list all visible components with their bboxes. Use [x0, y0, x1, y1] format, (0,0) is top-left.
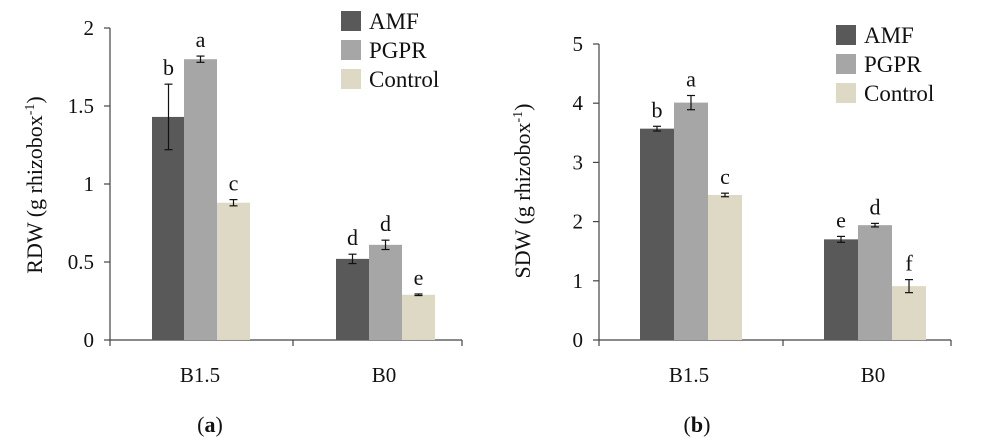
x-tick-label: B1.5 — [669, 363, 709, 387]
legend-label: Control — [864, 81, 934, 106]
bar — [708, 194, 742, 340]
y-tick-label: 0 — [573, 328, 584, 352]
legend-label: Control — [369, 67, 439, 92]
bar — [184, 59, 217, 340]
significance-letter: d — [870, 194, 881, 219]
bar — [217, 202, 250, 340]
significance-letter: e — [836, 207, 846, 232]
x-tick-label: B0 — [861, 363, 886, 387]
legend-label: AMF — [369, 9, 419, 34]
bar — [824, 239, 858, 340]
legend-label: PGPR — [864, 52, 922, 77]
y-tick-label: 0 — [84, 328, 95, 352]
significance-letter: d — [380, 211, 391, 236]
panel-label: (b) — [684, 412, 711, 437]
legend-label: PGPR — [369, 38, 427, 63]
bar — [402, 294, 435, 340]
y-tick-label: 1.5 — [68, 94, 94, 118]
x-tick-label: B0 — [372, 363, 397, 387]
y-axis-label: RDW (g rhizobox-1) — [22, 96, 47, 273]
panel-label: (a) — [197, 412, 223, 437]
significance-letter: d — [347, 225, 358, 250]
significance-letter: f — [905, 251, 913, 276]
y-tick-label: 1 — [84, 172, 95, 196]
y-tick-label: 2 — [84, 16, 95, 40]
bar — [892, 286, 926, 340]
y-tick-label: 4 — [573, 91, 584, 115]
legend-swatch — [836, 83, 856, 103]
bar — [858, 225, 892, 340]
bar — [152, 116, 185, 340]
bar — [640, 128, 674, 340]
legend-label: AMF — [864, 23, 914, 48]
y-tick-label: 0.5 — [68, 250, 94, 274]
bar — [336, 258, 369, 340]
significance-letter: c — [720, 164, 730, 189]
legend-swatch — [836, 25, 856, 45]
significance-letter: a — [686, 67, 696, 92]
x-tick-label: B1.5 — [180, 363, 220, 387]
chart-panel-a: 0 0.5 1 1.5 2 B1.5 B0 b d a d c e AMF PGPR Control RDW (… — [22, 9, 463, 437]
bar — [674, 102, 708, 340]
y-tick-label: 2 — [573, 210, 584, 234]
legend-swatch — [836, 54, 856, 74]
y-tick-label: 1 — [573, 269, 584, 293]
significance-letter: a — [196, 27, 206, 52]
legend-swatch — [341, 40, 361, 60]
y-tick-label: 5 — [573, 32, 584, 56]
y-tick-label: 3 — [573, 150, 584, 174]
chart-panel-b: 0 1 2 3 4 5 B1.5 B0 b e a d c f AMF PGPR Control SDW (g r… — [510, 23, 952, 437]
significance-letter: b — [163, 55, 174, 80]
bar — [369, 244, 402, 340]
significance-letter: b — [652, 97, 663, 122]
legend-swatch — [341, 69, 361, 89]
y-axis-label: SDW (g rhizobox-1) — [510, 103, 535, 278]
significance-letter: e — [414, 265, 424, 290]
significance-letter: c — [229, 171, 239, 196]
legend-swatch — [341, 11, 361, 31]
